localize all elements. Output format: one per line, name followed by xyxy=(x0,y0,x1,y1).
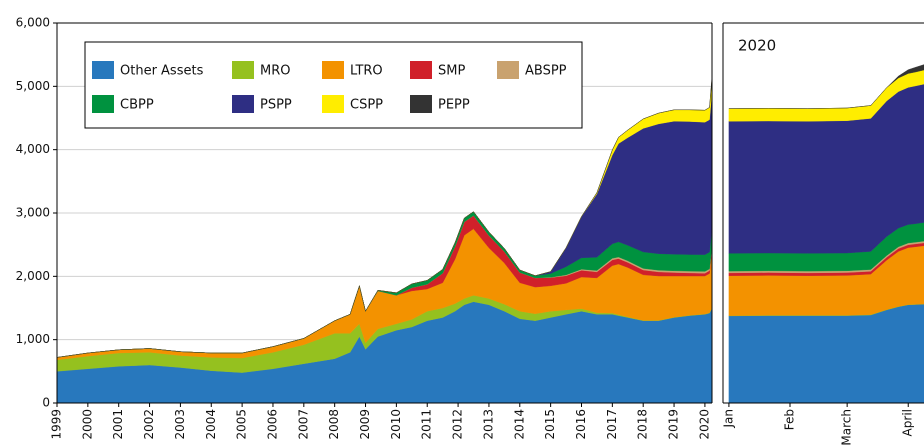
x-tick-label: 2013 xyxy=(481,409,495,440)
y-tick-label: 3,000 xyxy=(16,206,50,220)
x-tick-label: 2017 xyxy=(605,409,619,440)
x-tick-label: 2020 xyxy=(697,409,711,440)
legend-label: PEPP xyxy=(438,98,470,113)
legend-box xyxy=(84,41,583,129)
x-tick-label: Feb xyxy=(783,409,797,430)
y-tick-label: 1,000 xyxy=(16,332,50,346)
x-tick-label: 2005 xyxy=(235,409,249,440)
x-tick-label: 2004 xyxy=(204,409,218,440)
x-tick-label: 2014 xyxy=(512,409,526,440)
x-tick-label: 2018 xyxy=(636,409,650,440)
legend-label: ABSPP xyxy=(525,64,567,79)
legend-swatch xyxy=(322,95,344,113)
area xyxy=(728,303,924,404)
y-tick-label: 6,000 xyxy=(16,16,50,30)
x-tick-label: 2001 xyxy=(111,409,125,440)
x-tick-label: 2003 xyxy=(173,409,187,440)
x-tick-label: 2002 xyxy=(142,409,156,440)
area xyxy=(728,64,924,109)
x-tick-label: 2000 xyxy=(80,409,94,440)
x-tick-label: 2019 xyxy=(667,409,681,440)
legend-label: Other Assets xyxy=(120,64,204,79)
legend-label: CBPP xyxy=(120,98,154,113)
y-tick-label: 0 xyxy=(42,396,50,410)
y-tick-label: 4,000 xyxy=(16,142,50,156)
x-tick-label: 2015 xyxy=(543,409,557,440)
legend-swatch xyxy=(410,95,432,113)
legend-swatch xyxy=(410,61,432,79)
x-tick-label: 1999 xyxy=(50,409,64,440)
x-tick-label: 2007 xyxy=(296,409,310,440)
legend-swatch xyxy=(322,61,344,79)
x-tick-label: 2009 xyxy=(358,409,372,440)
legend-label: LTRO xyxy=(350,64,383,79)
legend-swatch xyxy=(232,61,254,79)
x-tick-label: Jan xyxy=(721,409,735,429)
legend-swatch xyxy=(92,95,114,113)
x-tick-label: 2006 xyxy=(265,409,279,440)
x-tick-label: 2016 xyxy=(574,409,588,440)
legend-swatch xyxy=(92,61,114,79)
x-tick-label: 2010 xyxy=(389,409,403,440)
y-tick-label: 5,000 xyxy=(16,79,50,93)
y-tick-label: 2,000 xyxy=(16,269,50,283)
x-tick-label: 2008 xyxy=(327,409,341,440)
legend-label: SMP xyxy=(438,64,465,79)
legend-label: PSPP xyxy=(260,98,292,113)
legend-label: MRO xyxy=(260,64,290,79)
x-tick-label: March xyxy=(840,409,854,446)
panel-title: 2020 xyxy=(738,37,776,55)
legend-label: CSPP xyxy=(350,98,383,113)
x-tick-label: April xyxy=(901,409,915,436)
legend-swatch xyxy=(497,61,519,79)
x-tick-label: 2011 xyxy=(420,409,434,440)
legend-swatch xyxy=(232,95,254,113)
x-tick-label: 2012 xyxy=(451,409,465,440)
